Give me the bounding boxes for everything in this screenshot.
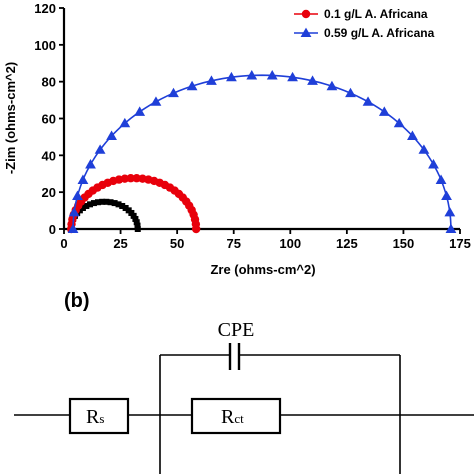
data-point-triangle bbox=[67, 223, 79, 234]
y-tick-label: 100 bbox=[34, 38, 56, 53]
data-point-square bbox=[83, 202, 90, 209]
data-point-square bbox=[133, 219, 140, 226]
data-point-square bbox=[95, 199, 102, 206]
data-point-triangle bbox=[226, 71, 237, 82]
x-tick-label: 125 bbox=[336, 236, 358, 251]
data-point-square bbox=[122, 204, 129, 211]
panel-b-label: (b) bbox=[64, 290, 90, 312]
data-point-triangle bbox=[77, 174, 89, 184]
y-axis-label: -Zim (ohms-cm^2) bbox=[3, 62, 18, 174]
data-point-triangle bbox=[300, 27, 312, 38]
data-point-triangle bbox=[85, 159, 96, 169]
data-point-square bbox=[79, 204, 86, 211]
data-point-square bbox=[90, 200, 97, 207]
data-point-triangle bbox=[445, 223, 457, 234]
legend: 0.1 g/L A. Africana 0.59 g/L A. Africana bbox=[294, 7, 435, 40]
data-point-triangle bbox=[407, 130, 418, 140]
data-point-triangle bbox=[94, 144, 106, 154]
data-point-square bbox=[99, 198, 106, 205]
x-tick-label: 25 bbox=[113, 236, 127, 251]
data-point-triangle bbox=[72, 190, 83, 200]
data-point-square bbox=[132, 215, 139, 222]
series-2 bbox=[67, 70, 457, 234]
x-tick-label: 100 bbox=[279, 236, 301, 251]
cpe-label: CPE bbox=[218, 319, 255, 341]
plot-series bbox=[67, 70, 457, 234]
x-tick-label: 75 bbox=[226, 236, 240, 251]
data-point-triangle bbox=[106, 130, 117, 140]
legend-entry: 0.1 g/L A. Africana bbox=[324, 7, 428, 21]
data-point-triangle bbox=[428, 159, 439, 169]
data-point-square bbox=[111, 200, 118, 207]
data-point-triangle bbox=[206, 75, 217, 85]
data-point-triangle bbox=[326, 80, 338, 91]
x-tick-label: 0 bbox=[60, 236, 67, 251]
data-point-square bbox=[87, 201, 94, 208]
data-point-triangle bbox=[307, 75, 318, 85]
data-point-triangle bbox=[362, 96, 374, 106]
data-point-triangle bbox=[287, 71, 298, 82]
data-point-square bbox=[130, 212, 137, 219]
data-point-square bbox=[103, 198, 110, 205]
y-tick-label: 60 bbox=[42, 112, 56, 127]
data-point-circle bbox=[301, 9, 311, 19]
data-point-triangle bbox=[246, 70, 258, 80]
series-2-fit-line bbox=[72, 74, 452, 230]
data-point-square bbox=[107, 199, 114, 206]
rct-resistor bbox=[190, 397, 282, 435]
equivalent-circuit: (b) Rs Rct CPE bbox=[14, 290, 474, 474]
data-point-square bbox=[115, 201, 122, 208]
data-point-triangle bbox=[418, 144, 430, 154]
data-point-triangle bbox=[150, 96, 162, 106]
y-tick-label: 0 bbox=[49, 222, 56, 237]
series-1 bbox=[67, 174, 201, 234]
x-tick-label: 50 bbox=[170, 236, 184, 251]
y-tick-label: 20 bbox=[42, 185, 56, 200]
data-point-triangle bbox=[378, 106, 390, 116]
data-point-triangle bbox=[393, 117, 405, 128]
data-point-triangle bbox=[119, 117, 131, 128]
legend-entry: 0.59 g/L A. Africana bbox=[324, 26, 435, 40]
data-point-triangle bbox=[134, 106, 146, 116]
data-point-triangle bbox=[266, 70, 278, 80]
data-point-triangle bbox=[186, 80, 198, 91]
plot-axes: 0 25 50 75 100 125 150 175 0 20 40 60 80 100 120 bbox=[34, 1, 471, 251]
data-point-triangle bbox=[345, 87, 356, 98]
data-point-square bbox=[134, 226, 141, 232]
data-point-square bbox=[134, 222, 141, 229]
data-point-circle bbox=[191, 224, 201, 234]
rs-resistor bbox=[68, 397, 130, 435]
y-tick-label: 80 bbox=[42, 75, 56, 90]
rs-label: Rs bbox=[86, 406, 104, 428]
data-point-triangle bbox=[435, 174, 447, 184]
x-tick-label: 150 bbox=[393, 236, 415, 251]
rct-label: Rct bbox=[221, 406, 244, 428]
x-tick-label: 175 bbox=[449, 236, 471, 251]
data-point-triangle bbox=[168, 87, 179, 98]
y-tick-label: 120 bbox=[34, 1, 56, 16]
data-point-triangle bbox=[444, 206, 456, 217]
y-tick-label: 40 bbox=[42, 148, 56, 163]
data-point-circle bbox=[126, 174, 135, 183]
data-point-triangle bbox=[68, 206, 80, 217]
data-point-square bbox=[119, 202, 126, 209]
data-point-triangle bbox=[441, 190, 452, 200]
x-axis-label: Zre (ohms-cm^2) bbox=[210, 262, 315, 277]
